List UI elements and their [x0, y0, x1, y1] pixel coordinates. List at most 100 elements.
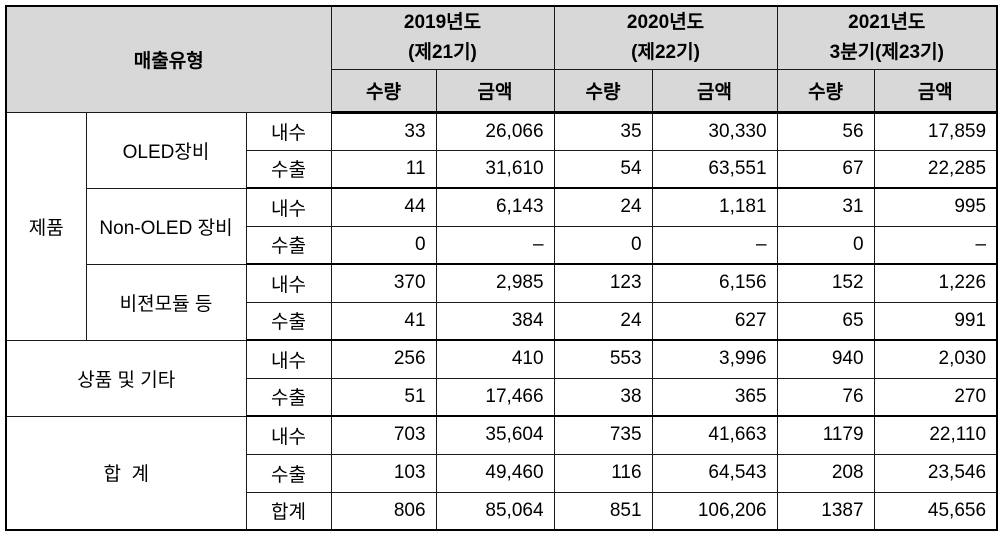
value-cell: 17,466	[435, 377, 555, 417]
value-cell: 35	[553, 111, 653, 151]
row-sub-label: 수출	[245, 453, 332, 493]
table-body: 제품 OLED장비 내수 33 26,066 35 30,330 56 17,8…	[5, 111, 998, 531]
value-cell: 17,859	[873, 111, 998, 151]
value-cell: 44	[330, 187, 437, 227]
row-sub-label: 수출	[245, 301, 332, 341]
value-cell: 6,143	[435, 187, 555, 227]
value-cell: 2,985	[435, 263, 555, 303]
row-sub-label: 내수	[245, 111, 332, 151]
header-year-2020: 2020년도 (제22기)	[553, 5, 778, 70]
value-cell: 106,206	[651, 491, 778, 531]
row-sub-label: 수출	[245, 149, 332, 189]
table-row: 비젼모듈 등 내수 370 2,985 123 6,156 152 1,226	[6, 263, 998, 341]
value-cell: 370	[330, 263, 437, 303]
value-cell: 208	[776, 453, 875, 493]
header-year-2019: 2019년도 (제21기)	[330, 5, 555, 70]
value-cell: 1179	[776, 415, 875, 455]
value-cell: 63,551	[651, 149, 778, 189]
table-row: 수출 51 17,466 38 365 76 270	[6, 377, 998, 417]
value-cell: 703	[330, 415, 437, 455]
value-cell: 45,656	[873, 491, 998, 531]
value-cell: –	[651, 225, 778, 265]
value-cell: 735	[553, 415, 653, 455]
value-cell: –	[873, 225, 998, 265]
header-amount-2019: 금액	[435, 68, 555, 114]
table-row: 수출 103 49,460 116 64,543 208 23,546	[6, 453, 998, 493]
value-cell: –	[435, 225, 555, 265]
row-group-non-oled: Non-OLED 장비	[85, 187, 247, 265]
value-cell: 24	[553, 301, 653, 341]
row-group-oled: OLED장비	[85, 111, 247, 189]
value-cell: 553	[553, 339, 653, 379]
value-cell: 995	[873, 187, 998, 227]
table-row: 제품 OLED장비 내수 33 26,066 35 30,330 56 17,8…	[5, 111, 998, 341]
value-cell: 410	[435, 339, 555, 379]
header-qty-2021: 수량	[776, 68, 875, 114]
row-group-product: 제품	[5, 111, 87, 341]
value-cell: 1,181	[651, 187, 778, 227]
value-cell: 49,460	[435, 453, 555, 493]
table-row: 합 계 내수 703 35,604 735 41,663 1179 22,110	[5, 415, 998, 531]
table-row: 수출 0 – 0 – 0 –	[6, 225, 998, 265]
sales-by-type-table: 매출유형 2019년도 (제21기) 2020년도 (제22기) 2021년도 …	[5, 5, 999, 531]
value-cell: 152	[776, 263, 875, 303]
value-cell: 56	[776, 111, 875, 151]
value-cell: 1,226	[873, 263, 998, 303]
value-cell: 851	[553, 491, 653, 531]
table-row: 합계 806 85,064 851 106,206 1387 45,656	[6, 491, 998, 531]
value-cell: 76	[776, 377, 875, 417]
value-cell: 103	[330, 453, 437, 493]
value-cell: 123	[553, 263, 653, 303]
value-cell: 991	[873, 301, 998, 341]
header-row-measures: 수량 금액 수량 금액 수량 금액	[6, 68, 998, 114]
value-cell: 0	[776, 225, 875, 265]
row-group-goods: 상품 및 기타	[5, 339, 247, 417]
value-cell: 1387	[776, 491, 875, 531]
value-cell: 270	[873, 377, 998, 417]
row-sub-label: 내수	[245, 415, 332, 455]
value-cell: 0	[330, 225, 437, 265]
row-sub-label: 내수	[245, 263, 332, 303]
header-qty-2020: 수량	[553, 68, 653, 114]
value-cell: 365	[651, 377, 778, 417]
value-cell: 0	[553, 225, 653, 265]
header-sales-type: 매출유형	[5, 5, 332, 113]
row-group-vision: 비젼모듈 등	[85, 263, 247, 341]
value-cell: 2,030	[873, 339, 998, 379]
header-amount-2021: 금액	[873, 68, 998, 114]
value-cell: 11	[330, 149, 437, 189]
header-qty-2019: 수량	[330, 68, 437, 114]
value-cell: 54	[553, 149, 653, 189]
value-cell: 85,064	[435, 491, 555, 531]
value-cell: 67	[776, 149, 875, 189]
value-cell: 23,546	[873, 453, 998, 493]
table-row: 수출 41 384 24 627 65 991	[6, 301, 998, 341]
value-cell: 940	[776, 339, 875, 379]
row-sub-label: 수출	[245, 225, 332, 265]
value-cell: 806	[330, 491, 437, 531]
header-year-2021: 2021년도 3분기(제23기)	[776, 5, 998, 70]
value-cell: 26,066	[435, 111, 555, 151]
value-cell: 31,610	[435, 149, 555, 189]
row-sub-label: 합계	[245, 491, 332, 531]
value-cell: 22,285	[873, 149, 998, 189]
row-sub-label: 내수	[245, 339, 332, 379]
table-row: 상품 및 기타 내수 256 410 553 3,996 940 2,030	[5, 339, 998, 417]
table-row: 수출 11 31,610 54 63,551 67 22,285	[6, 149, 998, 189]
value-cell: 24	[553, 187, 653, 227]
table-row: Non-OLED 장비 내수 44 6,143 24 1,181 31 995	[6, 187, 998, 265]
value-cell: 51	[330, 377, 437, 417]
value-cell: 116	[553, 453, 653, 493]
value-cell: 33	[330, 111, 437, 151]
value-cell: 41,663	[651, 415, 778, 455]
value-cell: 65	[776, 301, 875, 341]
value-cell: 22,110	[873, 415, 998, 455]
header-amount-2020: 금액	[651, 68, 778, 114]
value-cell: 31	[776, 187, 875, 227]
value-cell: 6,156	[651, 263, 778, 303]
value-cell: 64,543	[651, 453, 778, 493]
row-sub-label: 수출	[245, 377, 332, 417]
value-cell: 30,330	[651, 111, 778, 151]
value-cell: 627	[651, 301, 778, 341]
value-cell: 384	[435, 301, 555, 341]
